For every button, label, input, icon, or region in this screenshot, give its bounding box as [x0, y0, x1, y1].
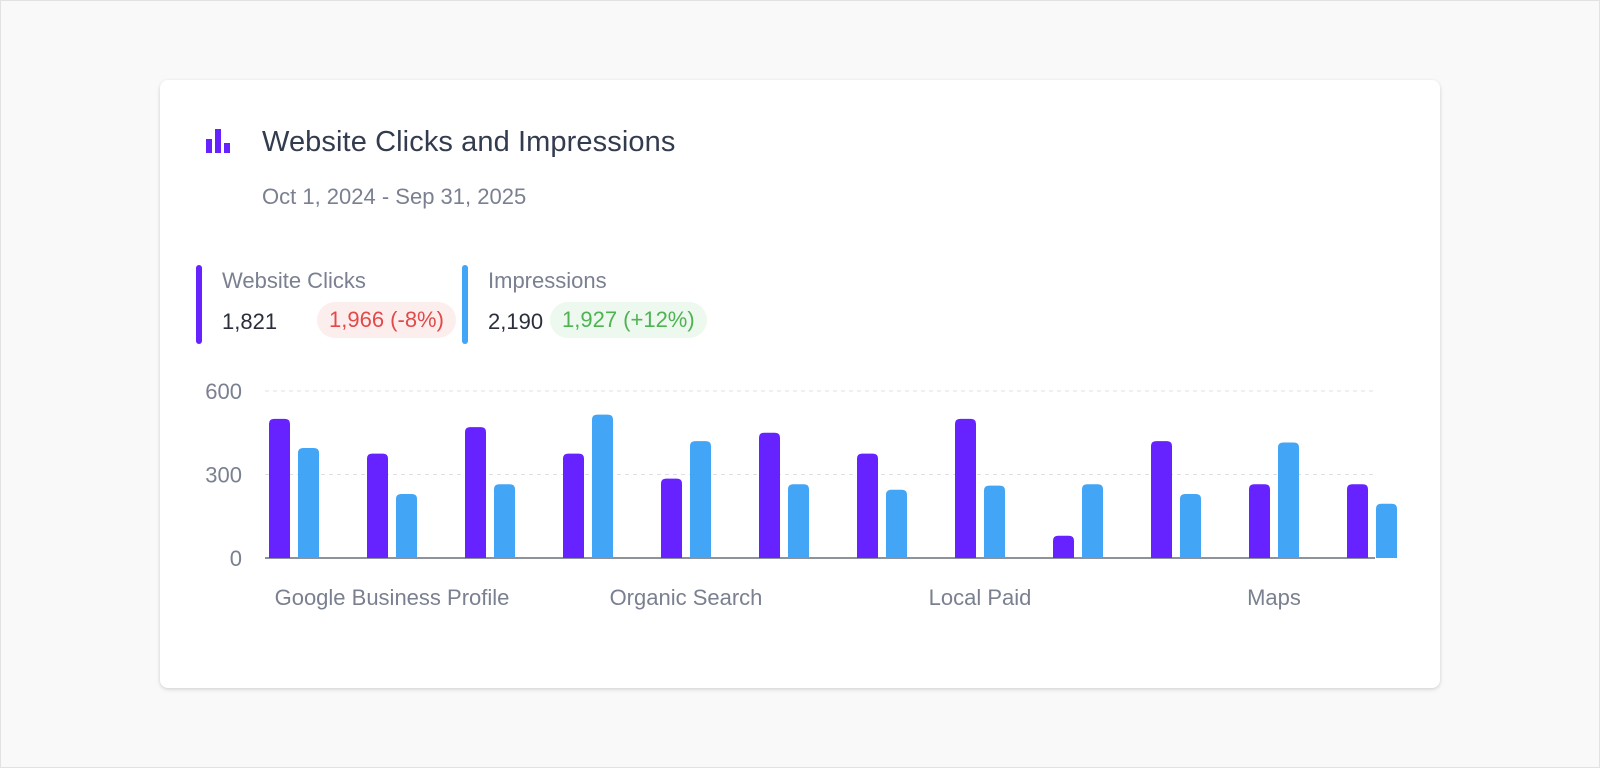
bar-website-clicks	[857, 453, 878, 558]
metric-value: 2,190	[488, 309, 544, 334]
bar-impressions	[494, 484, 515, 558]
metric-color-bar	[462, 265, 468, 344]
metric-label: Impressions	[488, 268, 607, 293]
bar-impressions	[298, 448, 319, 558]
chart-card: Website Clicks and Impressions Oct 1, 20…	[160, 80, 1440, 688]
bar-impressions	[886, 489, 907, 558]
bar-impressions	[984, 485, 1005, 558]
x-category-label: Maps	[1247, 585, 1301, 610]
bar-chart: 0 300 600 Google Business Profile Organic Se…	[205, 379, 1397, 610]
metric-change-badge: 1,927 (+12%)	[550, 302, 707, 338]
bar-website-clicks	[759, 432, 780, 558]
bar-impressions	[1278, 442, 1299, 558]
x-category-label: Organic Search	[610, 585, 763, 610]
bar-website-clicks	[465, 427, 486, 558]
bar-website-clicks	[1151, 441, 1172, 558]
chart-title: Website Clicks and Impressions	[262, 126, 676, 158]
y-tick-label: 0	[230, 546, 242, 571]
bar-impressions	[690, 441, 711, 558]
bar-impressions	[592, 414, 613, 558]
date-range: Oct 1, 2024 - Sep 31, 2025	[262, 184, 527, 209]
bar-website-clicks	[955, 418, 976, 558]
x-category-label: Google Business Profile	[275, 585, 510, 610]
metric-label: Website Clicks	[222, 268, 366, 293]
bar-impressions	[788, 484, 809, 558]
metric-change-badge: 1,966 (-8%)	[317, 302, 456, 338]
bar-website-clicks	[661, 478, 682, 558]
y-tick-label: 600	[205, 379, 242, 404]
bar-impressions	[396, 493, 417, 558]
bar-website-clicks	[563, 453, 584, 558]
x-category-label: Local Paid	[929, 585, 1032, 610]
bar-website-clicks	[1249, 484, 1270, 558]
metric-website-clicks: Website Clicks 1,821 1,966 (-8%)	[196, 265, 456, 345]
bar-website-clicks	[1053, 535, 1074, 558]
bar-impressions	[1376, 503, 1397, 558]
metric-value: 1,821	[222, 309, 278, 334]
metric-impressions: Impressions 2,190 1,927 (+12%)	[462, 265, 722, 345]
bar-impressions	[1180, 493, 1201, 558]
metric-color-bar	[196, 265, 202, 344]
y-tick-label: 300	[205, 463, 242, 488]
bar-impressions	[1082, 484, 1103, 558]
bar-website-clicks	[269, 418, 290, 558]
bar-website-clicks	[367, 453, 388, 558]
bar-chart-icon	[206, 129, 230, 153]
bar-website-clicks	[1347, 484, 1368, 558]
